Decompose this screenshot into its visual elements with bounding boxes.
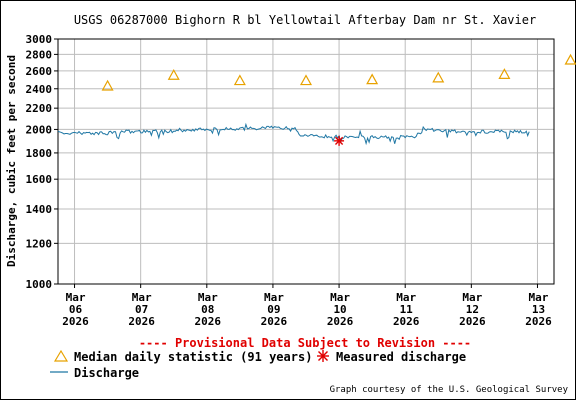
legend-triangle-icon: [53, 349, 69, 362]
y-axis: 1000 1200 1400 1600 1800 2000 2200 2400 2600 2800…: [26, 33, 58, 291]
legend-label-median: Median daily statistic (91 years): [74, 350, 312, 364]
x-tick-label: Mar: [264, 291, 284, 304]
legend-label-discharge: Discharge: [74, 366, 139, 380]
x-tick-label: 06: [69, 303, 83, 316]
y-tick-label: 2600: [26, 65, 53, 78]
median-triangle-point: [366, 73, 379, 85]
y-tick-label: 1400: [26, 203, 53, 216]
median-triangle-point: [299, 74, 313, 86]
x-tick-label: Mar: [396, 291, 416, 304]
y-tick-label: 2200: [26, 102, 53, 115]
median-triangle-point: [432, 71, 445, 83]
x-tick-label: 13: [532, 303, 545, 316]
median-triangle-point: [101, 79, 114, 91]
provisional-notice: ---- Provisional Data Subject to Revisio…: [139, 336, 471, 350]
x-tick-label: Mar: [198, 291, 218, 304]
x-axis: Mar062026Mar072026Mar082026Mar092026Mar1…: [62, 284, 552, 328]
x-tick-label: 2026: [195, 315, 222, 328]
x-tick-label: 2026: [261, 315, 288, 328]
x-tick-label: 11: [400, 303, 414, 316]
chart-title: USGS 06287000 Bighorn R bl Yellowtail Af…: [74, 13, 536, 27]
median-triangle-point: [564, 53, 576, 65]
x-tick-label: 2026: [393, 315, 420, 328]
median-triangle-point: [167, 69, 180, 80]
x-tick-label: Mar: [529, 291, 549, 304]
x-tick-label: Mar: [132, 291, 152, 304]
y-tick-label: 2000: [26, 123, 53, 136]
x-tick-label: 07: [135, 303, 148, 316]
x-tick-label: 08: [201, 303, 214, 316]
series-layer: [57, 53, 576, 146]
x-tick-label: Mar: [330, 291, 350, 304]
footer-credit: Graph courtesy of the U.S. Geological Su…: [330, 385, 569, 395]
x-tick-label: 09: [267, 303, 280, 316]
y-tick-label: 1000: [26, 278, 53, 291]
plot-area: [57, 38, 555, 285]
x-tick-label: Mar: [66, 291, 86, 304]
measured-asterisk-point: [334, 135, 345, 146]
x-tick-label: 2026: [62, 315, 89, 328]
y-tick-label: 1200: [26, 237, 53, 250]
y-axis-label: Discharge, cubic feet per second: [5, 55, 18, 267]
x-tick-label: 2026: [525, 315, 552, 328]
x-tick-label: 12: [466, 303, 479, 316]
y-tick-label: 2800: [26, 48, 53, 61]
legend-asterisk-icon: [317, 350, 329, 362]
y-tick-label: 1800: [26, 147, 53, 160]
x-tick-label: 2026: [128, 315, 155, 328]
median-triangle-point: [498, 68, 511, 79]
x-tick-label: 2026: [459, 315, 486, 328]
y-tick-label: 3000: [26, 33, 53, 46]
x-tick-label: 10: [333, 303, 346, 316]
x-tick-label: 2026: [327, 315, 354, 328]
median-triangle-point: [233, 74, 246, 86]
legend: Median daily statistic (91 years) Measur…: [50, 349, 466, 380]
y-tick-label: 2400: [26, 83, 53, 96]
x-tick-label: Mar: [462, 291, 482, 304]
y-tick-label: 1600: [26, 173, 53, 186]
discharge-line: [57, 122, 530, 146]
legend-label-measured: Measured discharge: [336, 350, 466, 364]
